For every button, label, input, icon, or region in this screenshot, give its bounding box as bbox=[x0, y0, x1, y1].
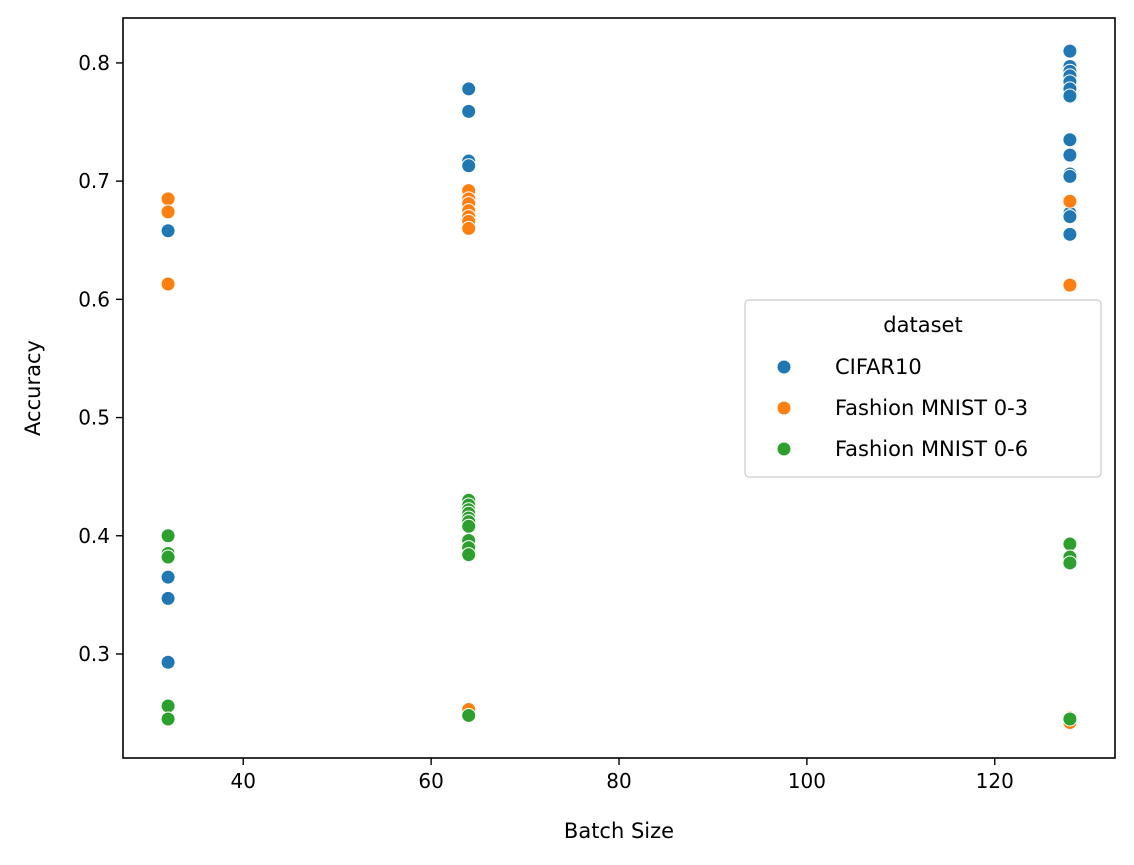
data-point bbox=[160, 204, 176, 220]
data-point bbox=[160, 654, 176, 670]
data-point bbox=[1062, 168, 1078, 184]
data-point bbox=[160, 549, 176, 565]
legend-marker bbox=[776, 400, 792, 416]
data-point bbox=[461, 547, 477, 563]
data-point bbox=[160, 223, 176, 239]
data-point bbox=[1062, 147, 1078, 163]
y-tick-label: 0.5 bbox=[78, 406, 110, 430]
x-tick-label: 120 bbox=[976, 769, 1014, 793]
legend-label: Fashion MNIST 0-6 bbox=[835, 437, 1028, 461]
data-point bbox=[160, 276, 176, 292]
data-point bbox=[461, 707, 477, 723]
y-tick-label: 0.7 bbox=[78, 169, 110, 193]
series-cifar10 bbox=[160, 43, 1078, 670]
y-tick-label: 0.8 bbox=[78, 51, 110, 75]
legend-marker bbox=[776, 441, 792, 457]
data-point bbox=[461, 103, 477, 119]
legend-items: CIFAR10 Fashion MNIST 0-3 Fashion MNIST 0-… bbox=[776, 355, 1028, 461]
series-fashion-mnist-0-3 bbox=[160, 183, 1078, 731]
data-point bbox=[160, 590, 176, 606]
data-point bbox=[1062, 226, 1078, 242]
data-point bbox=[1062, 132, 1078, 148]
data-point bbox=[461, 81, 477, 97]
x-tick-label: 60 bbox=[418, 769, 443, 793]
ticks-layer: 40 60 80 100 120 0.3 0.4 0.5 0.6 0.7 0.8 bbox=[78, 51, 1014, 793]
legend-label: Fashion MNIST 0-3 bbox=[835, 396, 1028, 420]
data-point bbox=[160, 698, 176, 714]
legend: dataset CIFAR10 Fashion MNIST 0-3 Fashion … bbox=[744, 299, 1102, 478]
x-axis-label: Batch Size bbox=[564, 819, 674, 843]
y-tick-label: 0.3 bbox=[78, 642, 110, 666]
y-axis-label: Accuracy bbox=[21, 340, 45, 436]
data-point bbox=[160, 528, 176, 544]
data-point bbox=[160, 711, 176, 727]
data-point bbox=[1062, 209, 1078, 225]
legend-label: CIFAR10 bbox=[835, 355, 922, 379]
data-point bbox=[1062, 193, 1078, 209]
y-tick-label: 0.4 bbox=[78, 524, 110, 548]
x-tick-label: 100 bbox=[788, 769, 826, 793]
data-point bbox=[1062, 711, 1078, 727]
data-point bbox=[1062, 88, 1078, 104]
legend-box bbox=[744, 299, 1102, 478]
data-point bbox=[160, 191, 176, 207]
legend-marker bbox=[776, 359, 792, 375]
series-fashion-mnist-0-6 bbox=[160, 492, 1078, 727]
marks-layer bbox=[160, 43, 1078, 731]
data-point bbox=[461, 158, 477, 174]
data-point bbox=[1062, 277, 1078, 293]
y-tick-label: 0.6 bbox=[78, 287, 110, 311]
data-point bbox=[461, 220, 477, 236]
data-point bbox=[461, 518, 477, 534]
data-point bbox=[1062, 43, 1078, 59]
x-tick-label: 40 bbox=[231, 769, 256, 793]
data-point bbox=[160, 569, 176, 585]
legend-title: dataset bbox=[883, 313, 962, 337]
x-tick-label: 80 bbox=[606, 769, 631, 793]
data-point bbox=[1062, 536, 1078, 552]
data-point bbox=[1062, 555, 1078, 571]
